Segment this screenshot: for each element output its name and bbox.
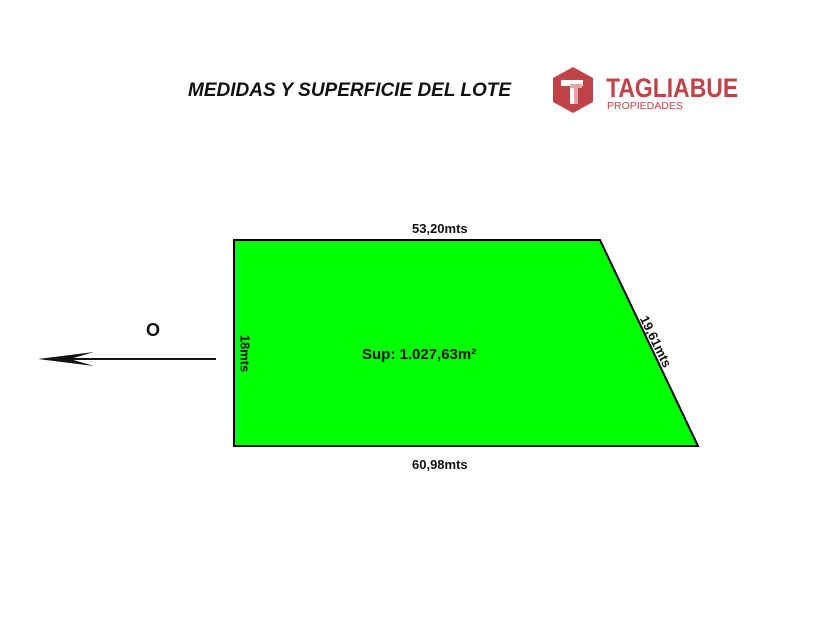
area-label: Sup: 1.027,63m² bbox=[362, 346, 477, 363]
orientation-label: O bbox=[146, 320, 161, 340]
page-title: MEDIDAS Y SUPERFICIE DEL LOTE bbox=[188, 80, 512, 101]
logo-name: TAGLIABUE bbox=[606, 73, 739, 103]
lot-shape bbox=[233, 239, 700, 447]
left-side-label: 18mts bbox=[237, 334, 253, 373]
bottom-side-label: 60,98mts bbox=[412, 457, 468, 472]
arrow-left-icon bbox=[38, 352, 216, 366]
logo-subtitle: PROPIEDADES bbox=[607, 100, 683, 112]
top-side-label: 53,20mts bbox=[412, 221, 468, 236]
logo-hexagon-icon bbox=[553, 67, 593, 113]
